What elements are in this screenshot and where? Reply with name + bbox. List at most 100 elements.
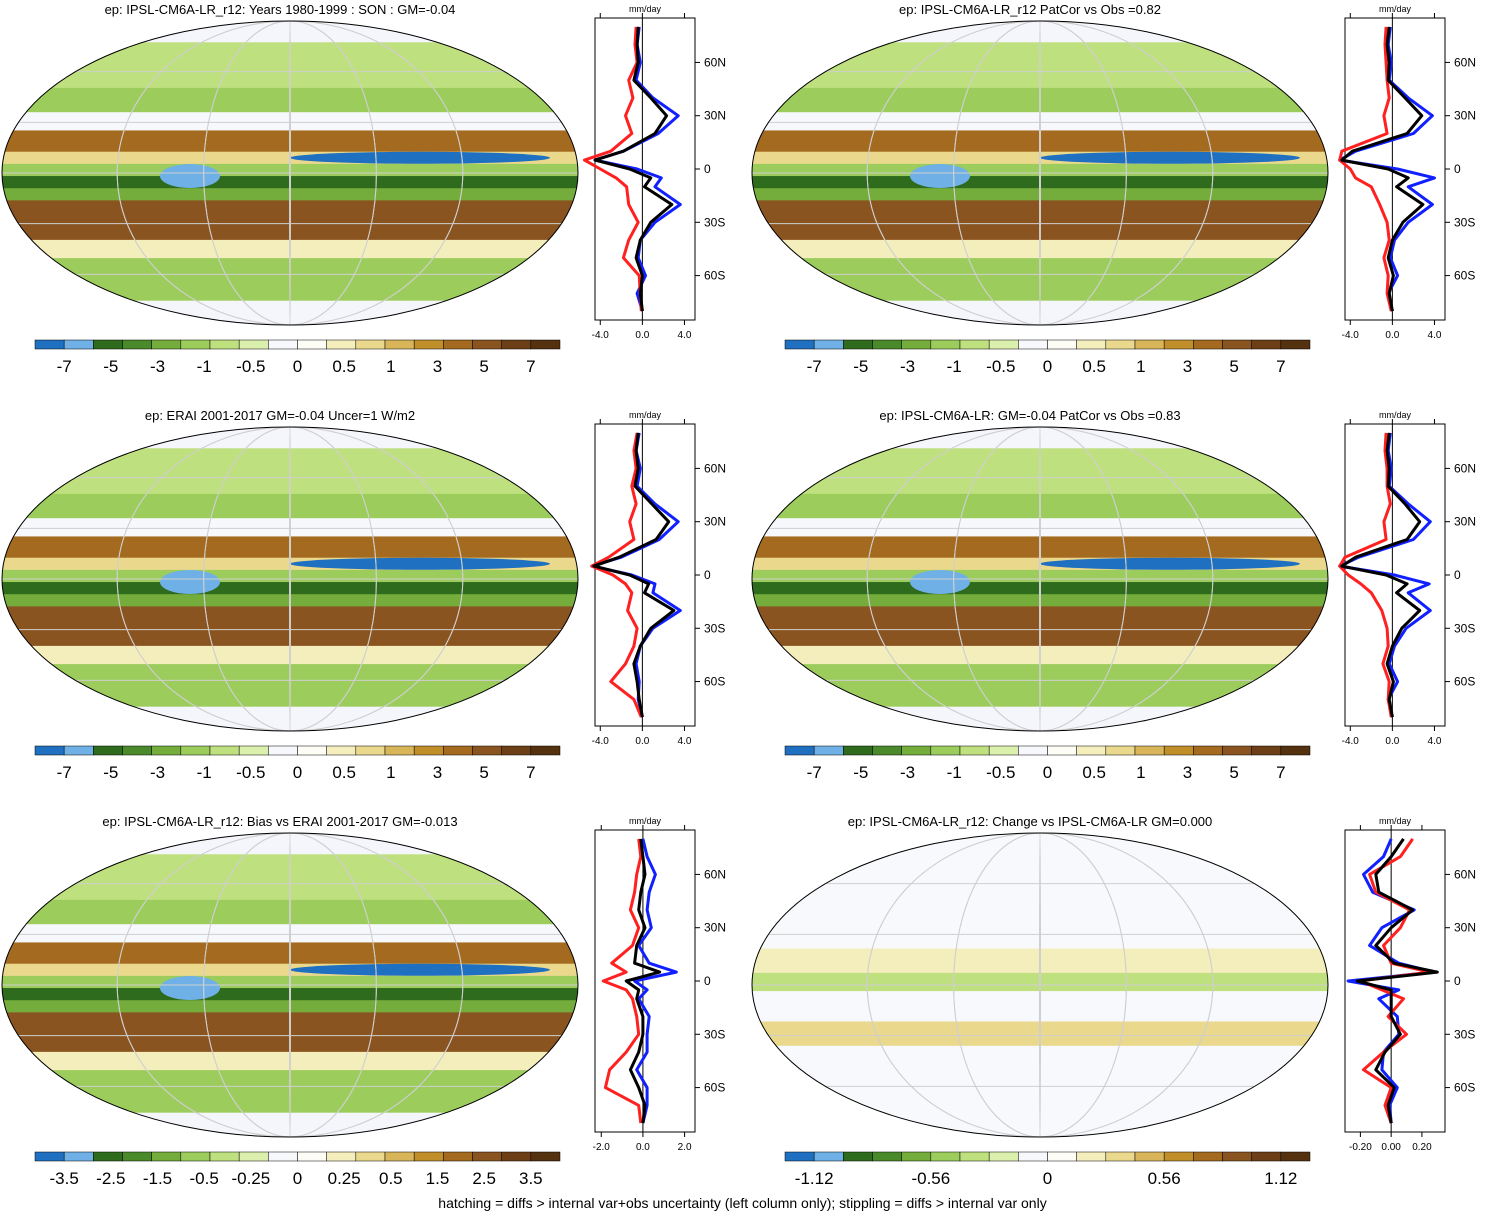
colorbar-swatch xyxy=(1280,1151,1311,1162)
colorbar-swatch xyxy=(813,745,844,756)
colorbar-swatch xyxy=(326,745,357,756)
colorbar-swatch xyxy=(813,339,844,350)
colorbar-label: 1 xyxy=(386,763,395,782)
y-tick-label: 30S xyxy=(1454,1027,1475,1041)
colorbar-swatch xyxy=(1251,745,1282,756)
colorbar-swatch xyxy=(238,339,269,350)
x-tick-label: -4.0 xyxy=(1342,736,1360,747)
colorbar-swatch xyxy=(1163,1151,1194,1162)
graticule xyxy=(752,427,1328,731)
zonal-profile: mm/day -4.0 0.0 4.0 60N 30N 0 30S 60S xyxy=(1338,4,1476,341)
colorbar-label: 0 xyxy=(293,763,302,782)
panel-2: ep: IPSL-CM6A-LR_r12 PatCor vs Obs =0.82… xyxy=(750,0,1485,400)
colorbar-label: 0 xyxy=(293,357,302,376)
colorbar-swatch xyxy=(1280,745,1311,756)
colorbar-swatch xyxy=(1047,745,1077,756)
colorbar-swatch xyxy=(843,745,873,756)
colorbar-swatch xyxy=(1076,1151,1107,1162)
colorbar-label: 5 xyxy=(1229,357,1238,376)
panel-title: ep: IPSL-CM6A-LR_r12: Change vs IPSL-CM6… xyxy=(847,814,1213,829)
colorbar-swatch xyxy=(297,339,327,350)
colorbar-swatch xyxy=(872,745,902,756)
colorbar-swatch xyxy=(930,339,961,350)
colorbar-swatch xyxy=(1163,745,1194,756)
colorbar-swatch xyxy=(1222,1151,1252,1162)
colorbar-swatch xyxy=(93,1151,123,1162)
x-tick-label: 4.0 xyxy=(678,736,692,747)
colorbar-swatch xyxy=(122,745,152,756)
profile-line xyxy=(601,838,643,1124)
map-plot xyxy=(751,20,1329,326)
colorbar-swatch xyxy=(472,339,502,350)
colorbar-swatch xyxy=(122,1151,152,1162)
colorbar-swatch xyxy=(151,339,182,350)
x-tick-label: 2.0 xyxy=(678,1142,692,1153)
colorbar-label: 1 xyxy=(1136,357,1145,376)
colorbar-label: 3.5 xyxy=(519,1169,543,1188)
panel-4: ep: IPSL-CM6A-LR: GM=-0.04 PatCor vs Obs… xyxy=(750,406,1485,806)
colorbar-label: 7 xyxy=(526,357,535,376)
y-tick-label: 0 xyxy=(704,974,711,988)
colorbar-swatch xyxy=(901,339,932,350)
colorbar-label: 3 xyxy=(1183,357,1192,376)
graticule xyxy=(2,833,578,1137)
map-plot xyxy=(1,426,579,732)
colorbar-swatch xyxy=(472,745,502,756)
y-tick-label: 30N xyxy=(704,921,726,935)
y-tick-label: 30S xyxy=(1454,621,1475,635)
colorbar-swatch xyxy=(326,1151,357,1162)
colorbar: -7 -5 -3 -1 -0.5 0 0.5 1 3 5 7 xyxy=(784,745,1311,782)
colorbar-swatch xyxy=(930,1151,961,1162)
colorbar-label: -1 xyxy=(197,763,212,782)
graticule xyxy=(752,833,1328,1137)
colorbar-swatch xyxy=(988,1151,1019,1162)
map-border xyxy=(1,426,579,732)
colorbar-swatch xyxy=(413,745,444,756)
colorbar-swatch xyxy=(355,745,386,756)
map-plot xyxy=(751,426,1329,732)
y-tick-label: 0 xyxy=(704,568,711,582)
y-tick-label: 60N xyxy=(704,461,726,475)
colorbar-swatch xyxy=(501,339,532,350)
colorbar-label: -1 xyxy=(947,357,962,376)
colorbar-swatch xyxy=(1105,1151,1136,1162)
y-tick-label: 30S xyxy=(704,1027,725,1041)
y-tick-label: 30N xyxy=(1454,109,1476,123)
y-tick-label: 60S xyxy=(1454,269,1475,283)
map-fill xyxy=(2,21,578,325)
colorbar-swatch xyxy=(34,745,65,756)
x-tick-label: -0.20 xyxy=(1349,1142,1372,1153)
map-border xyxy=(751,426,1329,732)
colorbar-label: -0.56 xyxy=(911,1169,950,1188)
profile-line xyxy=(1346,838,1436,1124)
colorbar-swatch xyxy=(872,1151,902,1162)
footer-note: hatching = diffs > internal var+obs unce… xyxy=(438,1195,1047,1211)
y-tick-label: 30N xyxy=(704,109,726,123)
colorbar-swatch xyxy=(413,1151,444,1162)
colorbar-label: -0.25 xyxy=(231,1169,270,1188)
x-tick-label: -2.0 xyxy=(593,1142,611,1153)
colorbar: -3.5 -2.5 -1.5 -0.5 -0.25 0 0.25 0.5 1.5 2.5 3.5 xyxy=(34,1151,561,1188)
colorbar-swatch xyxy=(209,339,240,350)
colorbar-swatch xyxy=(843,339,873,350)
graticule xyxy=(2,427,578,731)
x-tick-label: 0.20 xyxy=(1412,1142,1432,1153)
colorbar-swatch xyxy=(180,745,211,756)
colorbar-label: -5 xyxy=(853,357,868,376)
colorbar-label: -0.5 xyxy=(986,357,1015,376)
colorbar-swatch xyxy=(1076,339,1107,350)
profile-unit: mm/day xyxy=(1379,816,1412,826)
profile-line xyxy=(1340,432,1422,718)
graticule xyxy=(752,21,1328,325)
panel-1: ep: IPSL-CM6A-LR_r12: Years 1980-1999 : … xyxy=(0,0,745,400)
colorbar-label: 0.25 xyxy=(328,1169,361,1188)
y-tick-label: 60S xyxy=(704,1081,725,1095)
profile-line xyxy=(592,432,676,718)
map-border xyxy=(751,832,1329,1138)
colorbar-swatch xyxy=(530,745,561,756)
colorbar-swatch xyxy=(1163,339,1194,350)
panel-5: ep: IPSL-CM6A-LR_r12: Bias vs ERAI 2001-… xyxy=(0,812,745,1212)
profile-line xyxy=(593,26,674,312)
panel-title: ep: IPSL-CM6A-LR_r12: Bias vs ERAI 2001-… xyxy=(102,814,458,829)
profile-unit: mm/day xyxy=(1379,4,1412,14)
